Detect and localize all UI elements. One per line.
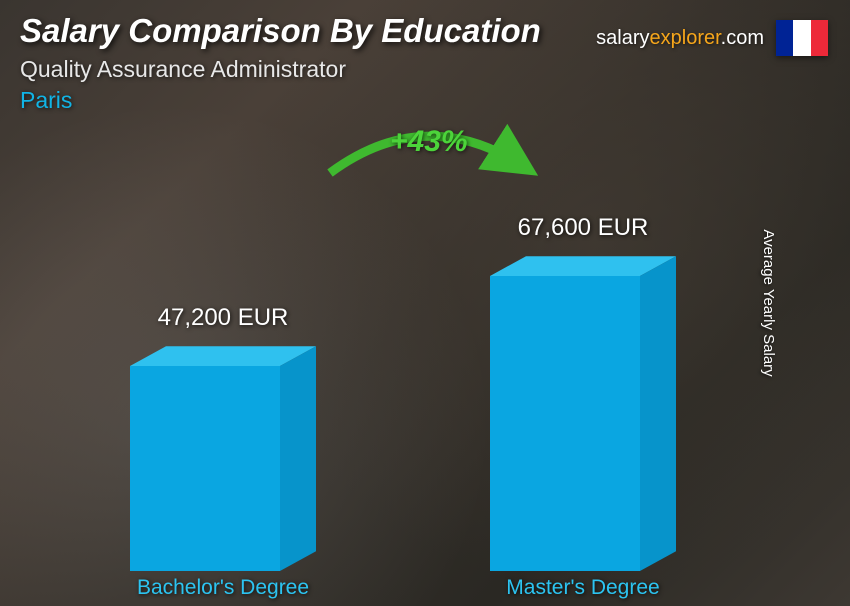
brand-text: salaryexplorer.com — [596, 27, 764, 50]
bar-3d — [490, 256, 676, 571]
bar-category-label: Master's Degree — [490, 576, 676, 600]
bar-front-face — [130, 366, 280, 571]
bar-category-label: Bachelor's Degree — [130, 576, 316, 600]
bar-side-face — [640, 256, 676, 571]
y-axis-label: Average Yearly Salary — [760, 229, 777, 376]
flag-stripe-1 — [776, 20, 793, 56]
increase-badge: +43% — [390, 125, 468, 159]
increase-percent: +43% — [390, 125, 468, 159]
brand-tld: .com — [721, 27, 764, 49]
brand-suffix: explorer — [650, 27, 721, 49]
brand-prefix: salary — [596, 27, 649, 49]
infographic-container: Salary Comparison By Education Quality A… — [0, 0, 850, 606]
bar-group: 47,200 EUR — [130, 304, 316, 571]
bar-3d — [130, 346, 316, 571]
bar-front-face — [490, 276, 640, 571]
country-flag-icon — [776, 20, 828, 56]
brand-block: salaryexplorer.com — [596, 20, 828, 56]
bar-value-label: 47,200 EUR — [130, 304, 316, 332]
flag-stripe-3 — [811, 20, 828, 56]
bar-group: 67,600 EUR — [490, 214, 676, 571]
bar-value-label: 67,600 EUR — [490, 214, 676, 242]
job-subtitle: Quality Assurance Administrator — [20, 56, 830, 83]
location-label: Paris — [20, 87, 830, 114]
flag-stripe-2 — [793, 20, 810, 56]
bar-side-face — [280, 346, 316, 571]
